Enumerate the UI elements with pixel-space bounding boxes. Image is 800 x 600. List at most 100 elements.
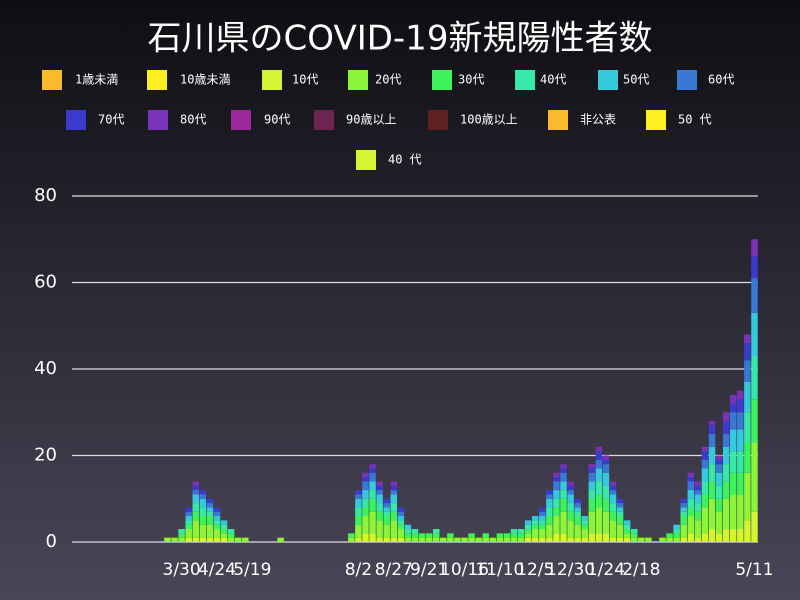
bar-segment bbox=[623, 529, 631, 534]
bar-segment bbox=[178, 529, 185, 534]
bar-segment bbox=[708, 433, 716, 447]
bar-segment bbox=[616, 524, 624, 538]
bar-segment bbox=[751, 256, 758, 279]
legend-swatch bbox=[348, 70, 368, 90]
bar-segment bbox=[553, 498, 560, 508]
bar-segment bbox=[234, 537, 242, 542]
bar-segment bbox=[623, 537, 631, 542]
bar-segment bbox=[744, 334, 751, 344]
bar-segment bbox=[581, 524, 588, 530]
bar-segment bbox=[680, 511, 687, 517]
legend-swatch bbox=[515, 70, 535, 90]
bar-segment bbox=[213, 511, 221, 517]
legend-swatch bbox=[231, 110, 251, 130]
bar-segment bbox=[199, 524, 207, 538]
bar-segment bbox=[546, 498, 553, 508]
bar-segment bbox=[362, 477, 369, 482]
bar-segment bbox=[432, 537, 440, 542]
legend-label: 10代 bbox=[292, 73, 318, 87]
bar-segment bbox=[517, 533, 525, 538]
bar-segment bbox=[362, 516, 369, 534]
bar-segment bbox=[581, 520, 588, 525]
bar-segment bbox=[185, 520, 192, 525]
legend-label: 50 代 bbox=[678, 113, 712, 127]
bar-segment bbox=[220, 533, 228, 538]
bar-segment bbox=[680, 516, 687, 525]
bar-segment bbox=[722, 412, 730, 421]
bar-segment bbox=[192, 494, 199, 504]
bar-segment bbox=[588, 511, 596, 534]
legend-swatch bbox=[262, 70, 282, 90]
bar-segment bbox=[185, 511, 192, 517]
bar-segment bbox=[369, 511, 376, 534]
bar-segment bbox=[539, 524, 546, 530]
bar-segment bbox=[751, 278, 758, 313]
legend-swatch bbox=[646, 110, 666, 130]
bar-segment bbox=[581, 529, 588, 538]
bar-segment bbox=[588, 490, 596, 499]
x-tick-label: 11/10 bbox=[475, 560, 524, 580]
bar-segment bbox=[595, 459, 603, 469]
bar-segment bbox=[588, 468, 596, 473]
bar-segment bbox=[411, 529, 419, 534]
bar-segment bbox=[390, 481, 398, 486]
x-tick-label: 10/16 bbox=[440, 560, 489, 580]
bar-segment bbox=[362, 498, 369, 508]
bar-segment bbox=[751, 312, 758, 357]
bar-segment bbox=[531, 520, 539, 525]
bar-segment bbox=[623, 520, 631, 525]
bar-segment bbox=[539, 529, 546, 538]
bar-segment bbox=[192, 511, 199, 521]
bar-segment bbox=[227, 537, 235, 542]
bar-segment bbox=[609, 520, 617, 538]
bar-segment bbox=[574, 507, 581, 512]
bar-segment bbox=[178, 537, 185, 542]
bar-segment bbox=[602, 464, 610, 473]
bar-segment bbox=[475, 537, 482, 542]
bar-segment bbox=[708, 529, 716, 542]
bar-segment bbox=[567, 511, 574, 521]
bar-segment bbox=[390, 494, 398, 504]
bar-segment bbox=[546, 490, 553, 495]
bar-segment bbox=[390, 537, 398, 542]
bar-segment bbox=[694, 481, 702, 486]
bar-segment bbox=[524, 524, 532, 530]
bar-segment bbox=[680, 524, 687, 538]
bar-segment bbox=[574, 511, 581, 517]
bar-segment bbox=[708, 498, 716, 530]
bar-segment bbox=[567, 481, 574, 486]
bar-segment bbox=[645, 537, 652, 542]
bar-segment bbox=[560, 490, 567, 499]
legend-swatch bbox=[66, 110, 86, 130]
bar-segment bbox=[440, 537, 447, 542]
bar-segment bbox=[687, 533, 695, 542]
bar-segment bbox=[687, 490, 695, 499]
bar-segment bbox=[595, 481, 603, 495]
bar-segment bbox=[560, 481, 567, 491]
bar-segment bbox=[397, 520, 405, 525]
bar-segment bbox=[199, 507, 207, 517]
bar-segment bbox=[694, 537, 702, 542]
legend-label: 90代 bbox=[264, 113, 290, 127]
bar-segment bbox=[468, 537, 475, 542]
bar-segment bbox=[722, 481, 730, 499]
bar-segment bbox=[673, 524, 680, 530]
x-tick-label: 5/19 bbox=[233, 560, 271, 580]
bar-segment bbox=[213, 520, 221, 525]
bar-segment bbox=[411, 533, 419, 538]
bar-segment bbox=[722, 433, 730, 447]
bar-segment bbox=[376, 503, 383, 512]
bar-segment bbox=[687, 516, 695, 534]
bar-segment bbox=[496, 537, 504, 542]
bar-segment bbox=[411, 537, 419, 542]
bar-segment bbox=[581, 537, 588, 542]
bar-segment bbox=[737, 494, 744, 530]
bar-segment bbox=[715, 533, 723, 542]
legend-swatch bbox=[548, 110, 568, 130]
legend-swatch bbox=[148, 110, 168, 130]
bar-segment bbox=[595, 533, 603, 542]
bar-segment bbox=[369, 464, 376, 469]
bar-segment bbox=[744, 442, 751, 473]
